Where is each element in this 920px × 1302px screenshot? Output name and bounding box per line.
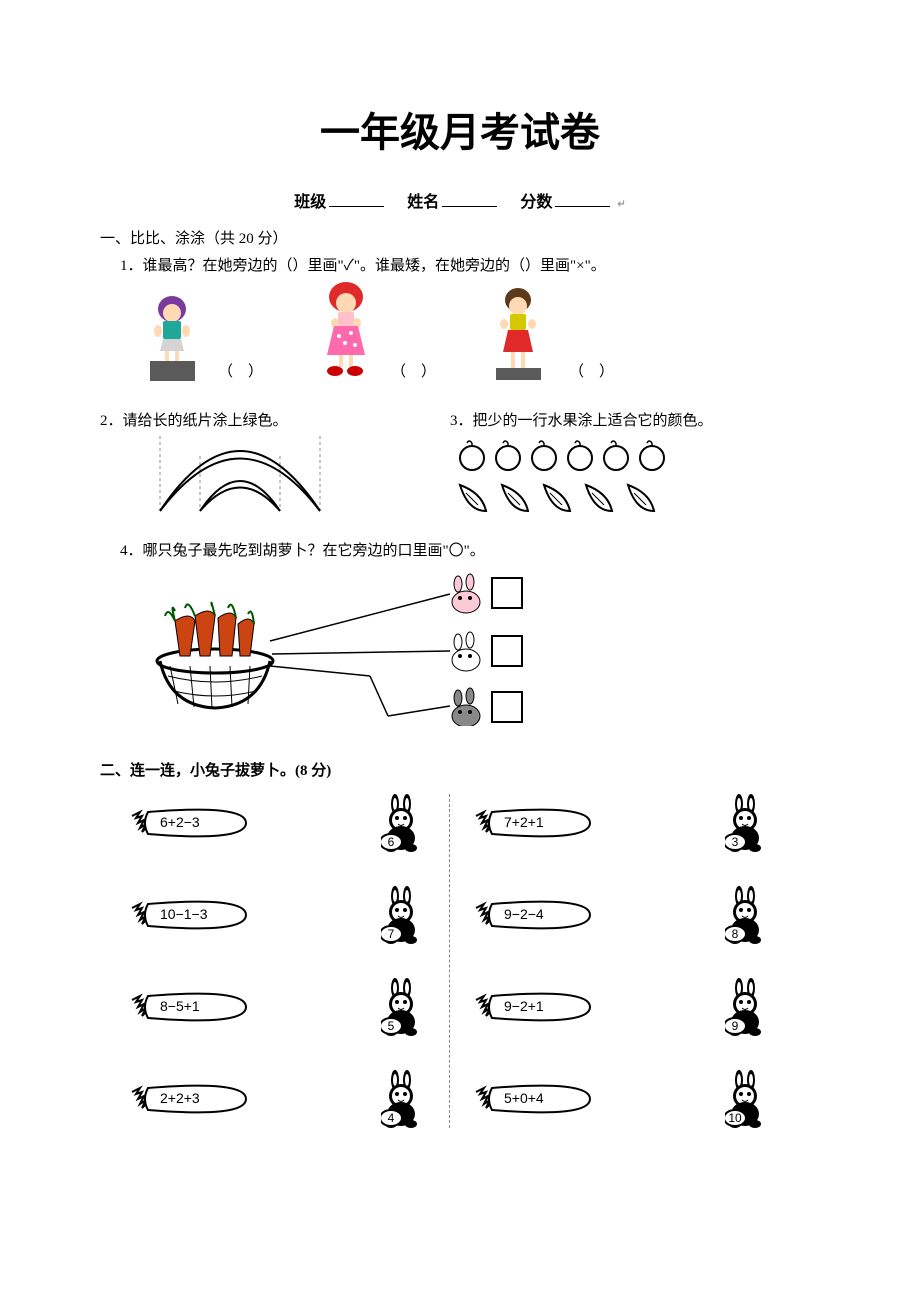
girl-1: （ ） <box>140 291 263 381</box>
girl-3: （ ） <box>486 286 614 381</box>
match-row: 2+2+3 4 <box>130 1070 425 1128</box>
carrot-item: 7+2+1 <box>474 808 594 838</box>
girl2-icon <box>313 281 383 381</box>
rabbit-item: 7 <box>381 886 425 944</box>
match-row: 5+0+4 10 <box>474 1070 769 1128</box>
bananas-row <box>450 479 820 520</box>
paren-2[interactable]: （ ） <box>391 360 436 381</box>
arcs-icon <box>140 436 340 516</box>
paren-1[interactable]: （ ） <box>218 360 263 381</box>
rabbit-item: 9 <box>725 978 769 1036</box>
rabbit-value: 10 <box>728 1111 742 1125</box>
rabbit-value: 7 <box>388 927 395 941</box>
match-row: 10−1−3 7 <box>130 886 425 944</box>
match-row: 9−2+1 9 <box>474 978 769 1036</box>
carrot-item: 2+2+3 <box>130 1084 250 1114</box>
checkbox-1[interactable] <box>492 578 522 608</box>
rabbit-value: 6 <box>388 835 395 849</box>
q3-text: 3．把少的一行水果涂上适合它的颜色。 <box>450 409 820 430</box>
girl3-icon <box>486 286 561 381</box>
rabbit-value: 3 <box>732 835 739 849</box>
section1-head: 一、比比、涂涂（共 20 分） <box>100 227 820 248</box>
match-row: 6+2−3 6 <box>130 794 425 852</box>
girl-2: （ ） <box>313 281 436 381</box>
rabbit-white-icon <box>452 632 480 671</box>
carrot-expr: 8−5+1 <box>160 998 200 1014</box>
match-row: 9−2−4 8 <box>474 886 769 944</box>
rabbit-item: 10 <box>725 1070 769 1128</box>
rabbit-item: 3 <box>725 794 769 852</box>
carrot-expr: 5+0+4 <box>504 1090 544 1106</box>
score-blank[interactable] <box>555 206 610 207</box>
rabbit-item: 8 <box>725 886 769 944</box>
q2-text: 2．请给长的纸片涂上绿色。 <box>100 409 400 430</box>
match-wrap: 6+2−3 6 10−1−3 <box>130 794 820 1128</box>
rabbit-item: 5 <box>381 978 425 1036</box>
rabbit-gray-icon <box>452 688 480 726</box>
page-title: 一年级月考试卷 <box>100 100 820 158</box>
rabbit-pink-icon <box>452 574 480 613</box>
rabbit-item: 6 <box>381 794 425 852</box>
carrot-item: 8−5+1 <box>130 992 250 1022</box>
match-left-col: 6+2−3 6 10−1−3 <box>130 794 425 1128</box>
rabbit-value: 5 <box>388 1019 395 1033</box>
apple-icon <box>460 441 484 470</box>
carrot-item: 10−1−3 <box>130 900 250 930</box>
rabbit-value: 9 <box>732 1019 739 1033</box>
name-label: 姓名 <box>407 194 439 211</box>
banana-icon <box>460 485 486 511</box>
carrot-expr: 9−2+1 <box>504 998 544 1014</box>
carrot-expr: 10−1−3 <box>160 906 208 922</box>
carrot-item: 5+0+4 <box>474 1084 594 1114</box>
carrot-expr: 9−2−4 <box>504 906 544 922</box>
rabbit-value: 4 <box>388 1111 395 1125</box>
carrot-item: 6+2−3 <box>130 808 250 838</box>
checkbox-3[interactable] <box>492 692 522 722</box>
carrot-item: 9−2+1 <box>474 992 594 1022</box>
q1-text: 1．谁最高？在她旁边的（）里画"✓"。谁最矮，在她旁边的（）里画"×"。 <box>120 254 820 275</box>
carrot-item: 9−2−4 <box>474 900 594 930</box>
basket-icon <box>157 603 273 708</box>
match-row: 7+2+1 3 <box>474 794 769 852</box>
carrot-expr: 7+2+1 <box>504 814 544 830</box>
carrot-expr: 6+2−3 <box>160 814 200 830</box>
rabbit-value: 8 <box>732 927 739 941</box>
score-label: 分数 <box>520 194 552 211</box>
class-label: 班级 <box>294 194 326 211</box>
match-row: 8−5+1 5 <box>130 978 425 1036</box>
header-line: 班级 姓名 分数 ↵ <box>100 188 820 212</box>
match-right-col: 7+2+1 3 9−2−4 <box>474 794 769 1128</box>
paren-3[interactable]: （ ） <box>569 360 614 381</box>
class-blank[interactable] <box>329 206 384 207</box>
girl1-icon <box>140 291 210 381</box>
name-blank[interactable] <box>442 206 497 207</box>
q4-diagram <box>140 566 570 726</box>
apples-row <box>450 436 820 477</box>
girls-row: （ ） （ ） （ ） <box>140 281 820 381</box>
q4-text: 4．哪只兔子最先吃到胡萝卜？在它旁边的口里画"〇"。 <box>120 539 820 560</box>
section2-head: 二、连一连，小兔子拔萝卜。(8 分) <box>100 759 820 780</box>
checkbox-2[interactable] <box>492 636 522 666</box>
carrot-expr: 2+2+3 <box>160 1090 200 1106</box>
rabbit-item: 4 <box>381 1070 425 1128</box>
